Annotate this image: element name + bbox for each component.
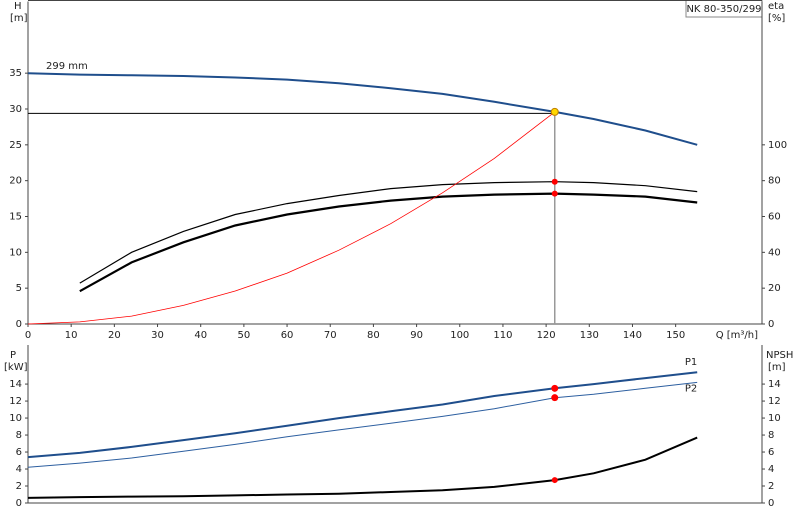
y-tick-label: 12 xyxy=(9,396,22,407)
duty-point xyxy=(551,190,558,197)
x-tick-label: 140 xyxy=(623,330,642,341)
y-tick-label: 20 xyxy=(9,176,22,187)
curve xyxy=(27,371,698,459)
y-tick-label: 25 xyxy=(9,140,22,151)
x-tick-label: 100 xyxy=(450,330,469,341)
y-tick-label: 2 xyxy=(16,481,22,492)
y2-axis-unit: [%] xyxy=(768,13,785,24)
y-tick-label: 10 xyxy=(9,413,22,424)
x-tick-label: 20 xyxy=(108,330,121,341)
y-tick-label: 4 xyxy=(16,464,22,475)
curve xyxy=(79,181,698,284)
x-tick-label: 150 xyxy=(666,330,685,341)
x-tick-label: 0 xyxy=(25,330,31,341)
x-axis-label: Q [m³/h] xyxy=(716,330,758,341)
y2-tick-label: 40 xyxy=(768,247,781,258)
duty-point xyxy=(551,394,559,402)
x-tick-label: 130 xyxy=(580,330,599,341)
curve xyxy=(79,192,698,293)
y-axis-unit: [m] xyxy=(10,13,28,24)
x-tick-label: 10 xyxy=(65,330,78,341)
y2-tick-label: 12 xyxy=(768,396,781,407)
y2-tick-label: 4 xyxy=(768,464,774,475)
y-tick-label: 0 xyxy=(16,498,22,509)
y-tick-label: 6 xyxy=(16,447,22,458)
y-tick-label: 5 xyxy=(16,283,22,294)
x-tick-label: 90 xyxy=(410,330,423,341)
y2-axis-label: eta xyxy=(768,1,784,12)
x-tick-label: 70 xyxy=(324,330,337,341)
x-tick-label: 110 xyxy=(493,330,512,341)
duty-point xyxy=(551,384,559,392)
y-tick-label: 14 xyxy=(9,379,22,390)
y2-tick-label: 80 xyxy=(768,176,781,187)
x-tick-label: 60 xyxy=(281,330,294,341)
x-tick-label: 120 xyxy=(537,330,556,341)
x-tick-label: 30 xyxy=(151,330,164,341)
y-axis-unit: [kW] xyxy=(4,362,28,373)
y2-axis-label: NPSH xyxy=(766,350,793,361)
duty-point xyxy=(551,178,558,185)
series-label: P2 xyxy=(685,383,697,394)
y-tick-label: 10 xyxy=(9,247,22,258)
y-tick-label: 30 xyxy=(9,104,22,115)
y-axis-label: P xyxy=(10,350,16,361)
curve xyxy=(27,381,698,468)
y-tick-label: 15 xyxy=(9,212,22,223)
y2-tick-label: 14 xyxy=(768,379,781,390)
y2-tick-label: 8 xyxy=(768,430,774,441)
y2-axis-unit: [m] xyxy=(768,362,786,373)
y2-tick-label: 10 xyxy=(768,413,781,424)
y-tick-label: 8 xyxy=(16,430,22,441)
y-axis-label: H xyxy=(14,1,22,12)
annotation: 299 mm xyxy=(46,61,88,72)
y-tick-label: 35 xyxy=(9,68,22,79)
y-tick-label: 0 xyxy=(16,319,22,330)
chart-title: NK 80-350/299 xyxy=(686,4,761,15)
duty-point xyxy=(550,107,559,116)
y2-tick-label: 0 xyxy=(768,498,774,509)
y2-tick-label: 20 xyxy=(768,283,781,294)
x-tick-label: 50 xyxy=(238,330,251,341)
curve xyxy=(27,111,556,325)
y2-tick-label: 100 xyxy=(768,140,787,151)
y2-tick-label: 2 xyxy=(768,481,774,492)
y2-tick-label: 60 xyxy=(768,212,781,223)
x-tick-label: 40 xyxy=(194,330,207,341)
y2-tick-label: 0 xyxy=(768,319,774,330)
x-tick-label: 80 xyxy=(367,330,380,341)
series-label: P1 xyxy=(685,357,697,368)
y2-tick-label: 6 xyxy=(768,447,774,458)
duty-point xyxy=(551,477,558,484)
curve xyxy=(27,436,698,499)
curve xyxy=(27,72,698,146)
